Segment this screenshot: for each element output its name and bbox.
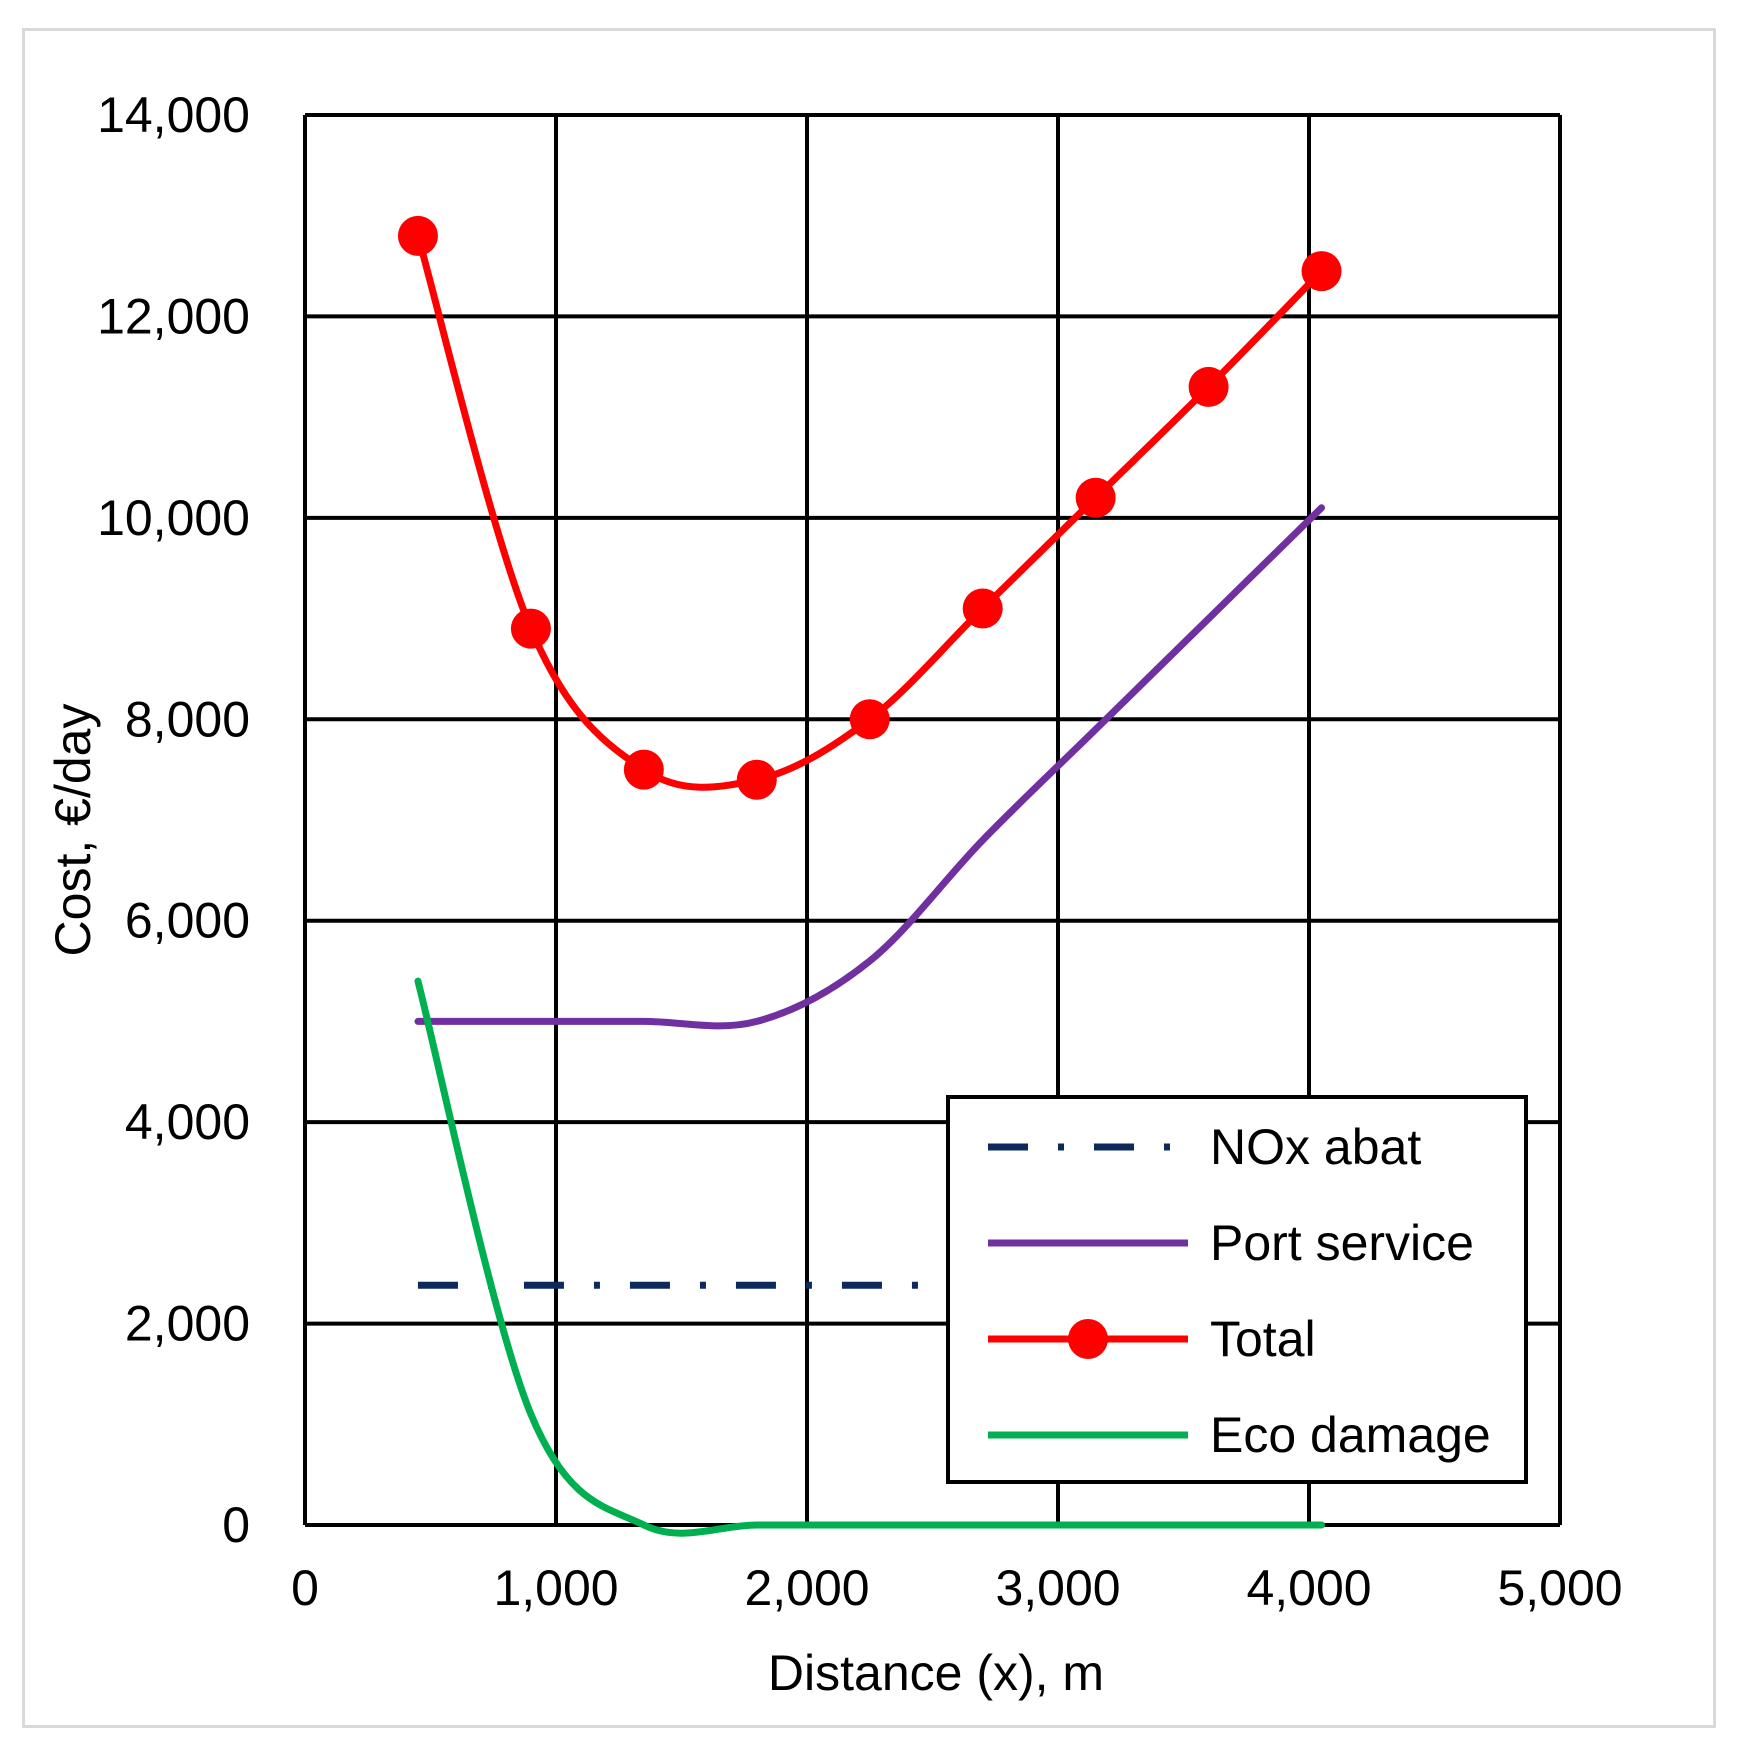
data-point	[1075, 477, 1116, 518]
series-line	[414, 504, 1326, 1030]
data-point	[397, 215, 438, 256]
legend-item: Port service	[988, 1215, 1474, 1271]
x-axis-ticks: 0 1,000 2,000 3,000 4,000 5,000	[291, 1560, 1622, 1616]
legend-label: Total	[1210, 1311, 1316, 1367]
legend-item: Total	[988, 1311, 1316, 1367]
data-point	[623, 749, 664, 790]
series-line	[414, 977, 1326, 1537]
series-group	[397, 215, 1342, 1537]
legend-label: NOx abat	[1210, 1119, 1421, 1175]
x-axis-title: Distance (x), m	[768, 1645, 1104, 1701]
y-axis-ticks: 0 2,000 4,000 6,000 8,000 10,000 12,000 14,000	[97, 87, 250, 1553]
series-eco-damage	[414, 977, 1326, 1537]
grid-lines	[303, 113, 1562, 1527]
data-point	[1188, 366, 1229, 407]
legend-box	[946, 1095, 1528, 1484]
data-point	[510, 608, 551, 649]
y-tick-label: 2,000	[125, 1296, 250, 1352]
x-tick-label: 1,000	[493, 1560, 618, 1616]
data-point	[1301, 251, 1342, 292]
series-port-service	[414, 504, 1326, 1030]
y-tick-label: 14,000	[97, 87, 250, 143]
x-tick-label: 4,000	[1246, 1560, 1371, 1616]
x-tick-label: 2,000	[744, 1560, 869, 1616]
legend: NOx abat Port service Total Eco damage	[946, 1095, 1528, 1484]
legend-label: Port service	[1210, 1215, 1474, 1271]
x-tick-label: 5,000	[1497, 1560, 1622, 1616]
y-tick-label: 0	[222, 1497, 250, 1553]
legend-marker	[1068, 1319, 1108, 1359]
y-tick-label: 4,000	[125, 1094, 250, 1150]
legend-item: NOx abat	[988, 1119, 1421, 1175]
y-tick-label: 12,000	[97, 288, 250, 344]
legend-item: Eco damage	[988, 1407, 1491, 1463]
y-tick-label: 8,000	[125, 691, 250, 747]
y-tick-label: 6,000	[125, 893, 250, 949]
y-axis-title: Cost, €/day	[45, 704, 101, 957]
data-point	[962, 588, 1003, 629]
series-total	[397, 215, 1342, 800]
data-point	[736, 759, 777, 800]
legend-label: Eco damage	[1210, 1407, 1491, 1463]
data-point	[849, 699, 890, 740]
x-tick-label: 3,000	[995, 1560, 1120, 1616]
y-tick-label: 10,000	[97, 490, 250, 546]
x-tick-label: 0	[291, 1560, 319, 1616]
